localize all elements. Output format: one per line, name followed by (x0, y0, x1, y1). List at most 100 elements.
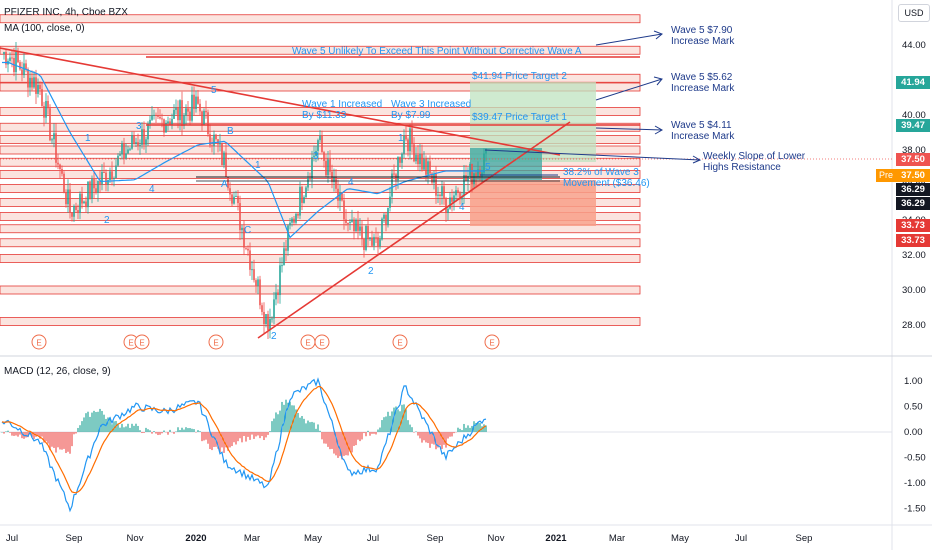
candle-body (123, 143, 125, 159)
macd-hist-bar (327, 432, 329, 447)
candle-body (361, 226, 363, 239)
candle-body (329, 159, 331, 172)
macd-hist-bar (389, 415, 391, 432)
earnings-marker[interactable] (392, 334, 408, 350)
macd-hist-bar (253, 432, 255, 439)
earnings-marker-label: E (139, 339, 144, 348)
candle-body (301, 186, 303, 203)
candle-body (135, 142, 137, 144)
candle-body (373, 236, 375, 246)
macd-hist-bar (37, 432, 39, 436)
candle-body (85, 201, 87, 208)
sr-band (0, 317, 641, 326)
macd-hist-bar (281, 401, 283, 432)
macd-hist-bar (471, 425, 473, 432)
candle-body (163, 119, 165, 133)
macd-hist-bar (309, 422, 311, 432)
wave-label-1c: 1 (398, 133, 404, 144)
candle-body (35, 77, 37, 94)
macd-hist-bar (199, 431, 201, 432)
macd-hist-bar (435, 432, 437, 450)
time-tick-label: Sep (796, 533, 813, 544)
macd-hist-bar (167, 432, 169, 435)
candle-body (25, 63, 27, 70)
candle-body (327, 159, 329, 176)
earnings-marker[interactable] (314, 334, 330, 350)
candle-body (477, 169, 479, 177)
sr-band (0, 45, 641, 55)
candle-body (93, 178, 95, 189)
annotation-wave3-a: Wave 3 Increased (391, 99, 472, 110)
annotation-arrows (480, 30, 702, 176)
candle-body (287, 225, 289, 251)
macd-hist-bar (291, 405, 293, 432)
candle-body (265, 314, 267, 324)
candle-body (393, 173, 395, 175)
macd-hist-bar (251, 432, 253, 435)
candle-body (91, 178, 93, 199)
macd-hist-bar (55, 432, 57, 453)
earnings-marker[interactable] (484, 334, 500, 350)
candle-body (103, 171, 105, 173)
macd-hist-bar (103, 414, 105, 432)
candle-body (105, 172, 107, 185)
macd-hist-bar (77, 427, 79, 432)
candle-body (409, 128, 411, 152)
candle-body (295, 213, 297, 223)
candle-body (257, 279, 259, 286)
macd-hist-bar (365, 432, 367, 437)
macd-hist-bar (47, 432, 49, 444)
annotation-wave5-790-a: Wave 5 $7.90 (671, 25, 733, 36)
candle-body (189, 111, 191, 121)
candle-body (153, 114, 155, 116)
candle-body (339, 192, 341, 201)
macd-hist-bar (393, 407, 395, 432)
candle-body (479, 169, 481, 178)
earnings-marker[interactable] (31, 334, 47, 350)
candle-body (463, 174, 465, 197)
candle-body (207, 112, 209, 135)
candle-body (181, 100, 183, 126)
earnings-marker-label: E (213, 339, 218, 348)
time-tick-label: 2020 (185, 533, 206, 544)
macd-hist-bar (349, 432, 351, 452)
macd-hist-bar (13, 432, 15, 436)
candle-body (121, 143, 123, 155)
candle-body (427, 161, 429, 175)
macd-hist-bar (395, 406, 397, 432)
macd-hist-bar (181, 427, 183, 432)
earnings-marker[interactable] (208, 334, 224, 350)
macd-hist-bar (59, 432, 61, 450)
macd-hist-bar (135, 423, 137, 432)
candle-body (385, 214, 387, 226)
wave-label-2b: 2 (271, 331, 277, 342)
candle-body (357, 219, 359, 231)
macd-hist-bar (269, 431, 271, 432)
price-tick-label: 28.00 (902, 320, 926, 331)
candle-body (55, 133, 57, 163)
candle-body (221, 142, 223, 166)
candle-body (197, 96, 199, 104)
candle-body (115, 165, 117, 179)
macd-hist-bar (65, 432, 67, 454)
macd-hist-bar (443, 432, 445, 445)
candle-body (137, 142, 139, 146)
macd-tick-label: 0.50 (904, 402, 923, 413)
macd-hist-bar (33, 432, 35, 439)
candle-body (447, 208, 449, 214)
candle-body (89, 181, 91, 199)
candle-body (57, 162, 59, 165)
candle-body (177, 107, 179, 121)
macd-hist-bar (419, 432, 421, 439)
candle-body (133, 135, 135, 144)
earnings-marker[interactable] (134, 334, 150, 350)
candle-body (139, 144, 141, 146)
macd-hist-bar (361, 432, 363, 440)
currency-button[interactable]: USD (898, 4, 930, 22)
candle-body (131, 135, 133, 149)
macd-hist-bar (373, 432, 375, 434)
macd-hist-bar (441, 432, 443, 449)
annotation-wave5-790-b: Increase Mark (671, 36, 735, 47)
candle-body (129, 148, 131, 150)
sr-band (0, 285, 641, 295)
